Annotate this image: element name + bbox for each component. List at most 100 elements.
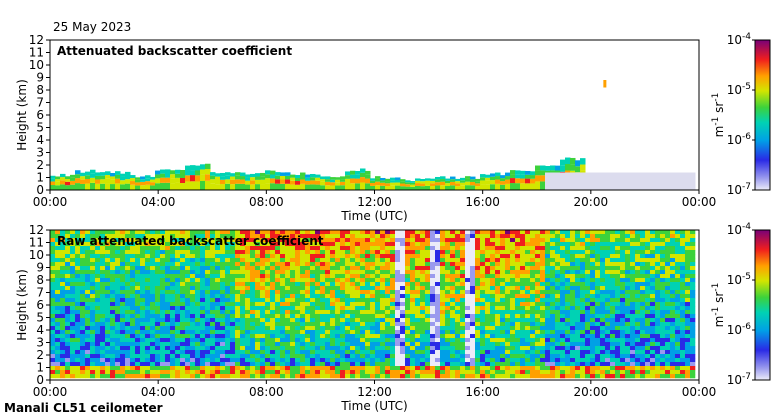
backscatter-cell xyxy=(395,310,401,315)
backscatter-cell xyxy=(170,258,176,263)
backscatter-cell xyxy=(285,358,291,363)
backscatter-cell xyxy=(465,238,471,243)
backscatter-cell xyxy=(570,350,576,355)
backscatter-cell xyxy=(405,302,411,307)
backscatter-cell xyxy=(625,242,631,247)
backscatter-cell xyxy=(85,246,91,251)
backscatter-cell xyxy=(160,270,166,275)
backscatter-cell xyxy=(55,350,61,355)
backscatter-cell xyxy=(100,298,106,303)
backscatter-cell xyxy=(440,242,446,247)
backscatter-cell xyxy=(80,238,86,243)
backscatter-cell xyxy=(590,306,596,311)
backscatter-cell xyxy=(270,314,276,319)
backscatter-cell xyxy=(510,278,516,283)
backscatter-cell xyxy=(620,254,626,259)
backscatter-cell xyxy=(220,354,226,359)
backscatter-cell xyxy=(235,370,241,375)
backscatter-cell xyxy=(145,184,151,190)
backscatter-cell xyxy=(215,326,221,331)
backscatter-cell xyxy=(70,174,76,178)
backscatter-cell xyxy=(200,310,206,315)
backscatter-cell xyxy=(575,246,581,251)
backscatter-cell xyxy=(375,346,381,351)
backscatter-cell xyxy=(340,302,346,307)
backscatter-cell xyxy=(580,266,586,271)
backscatter-cell xyxy=(310,362,316,367)
backscatter-cell xyxy=(205,358,211,363)
backscatter-cell xyxy=(425,254,431,259)
backscatter-cell xyxy=(465,176,471,179)
backscatter-cell xyxy=(130,258,136,263)
backscatter-cell xyxy=(305,180,311,185)
backscatter-cell xyxy=(375,310,381,315)
backscatter-cell xyxy=(515,290,521,295)
backscatter-cell xyxy=(390,306,396,311)
backscatter-cell xyxy=(600,274,606,279)
backscatter-cell xyxy=(465,185,471,190)
backscatter-cell xyxy=(440,270,446,275)
backscatter-cell xyxy=(575,172,581,190)
backscatter-cell xyxy=(200,358,206,363)
backscatter-cell xyxy=(190,350,196,355)
backscatter-cell xyxy=(455,258,461,263)
backscatter-cell xyxy=(360,172,366,178)
backscatter-cell xyxy=(425,322,431,327)
backscatter-cell xyxy=(360,278,366,283)
backscatter-cell xyxy=(625,310,631,315)
backscatter-cell xyxy=(75,230,81,235)
backscatter-cell xyxy=(505,294,511,299)
backscatter-cell xyxy=(120,358,126,363)
backscatter-cell xyxy=(355,338,361,343)
backscatter-cell xyxy=(270,338,276,343)
backscatter-cell xyxy=(270,342,276,347)
backscatter-cell xyxy=(515,254,521,259)
backscatter-cell xyxy=(595,258,601,263)
backscatter-cell xyxy=(155,258,161,263)
backscatter-cell xyxy=(635,230,641,235)
backscatter-cell xyxy=(585,338,591,343)
backscatter-cell xyxy=(285,250,291,255)
backscatter-cell xyxy=(205,342,211,347)
backscatter-cell xyxy=(630,314,636,319)
backscatter-cell xyxy=(290,322,296,327)
backscatter-cell xyxy=(255,246,261,251)
backscatter-cell xyxy=(185,346,191,351)
backscatter-cell xyxy=(85,258,91,263)
backscatter-cell xyxy=(545,286,551,291)
backscatter-cell xyxy=(555,318,561,323)
backscatter-cell xyxy=(500,330,506,335)
backscatter-cell xyxy=(135,318,141,323)
backscatter-cell xyxy=(615,250,621,255)
backscatter-cell xyxy=(625,334,631,339)
backscatter-cell xyxy=(90,350,96,355)
backscatter-cell xyxy=(260,242,266,247)
backscatter-cell xyxy=(90,234,96,239)
backscatter-cell xyxy=(255,374,261,379)
backscatter-cell xyxy=(345,178,351,184)
backscatter-cell xyxy=(260,338,266,343)
backscatter-cell xyxy=(215,176,221,180)
backscatter-cell xyxy=(630,334,636,339)
backscatter-cell xyxy=(420,346,426,351)
backscatter-cell xyxy=(420,314,426,319)
backscatter-cell xyxy=(580,362,586,367)
backscatter-cell xyxy=(110,184,116,190)
backscatter-cell xyxy=(565,338,571,343)
backscatter-cell xyxy=(245,346,251,351)
backscatter-cell xyxy=(90,169,96,174)
backscatter-cell xyxy=(535,374,541,379)
backscatter-cell xyxy=(600,230,606,235)
backscatter-cell xyxy=(505,250,511,255)
backscatter-cell xyxy=(310,262,316,267)
backscatter-cell xyxy=(335,179,341,183)
backscatter-cell xyxy=(290,346,296,351)
backscatter-cell xyxy=(420,183,426,187)
backscatter-cell xyxy=(495,254,501,259)
backscatter-cell xyxy=(155,230,161,235)
backscatter-cell xyxy=(390,302,396,307)
backscatter-cell xyxy=(100,286,106,291)
backscatter-cell xyxy=(300,270,306,275)
backscatter-cell xyxy=(50,338,56,343)
backscatter-cell xyxy=(490,354,496,359)
